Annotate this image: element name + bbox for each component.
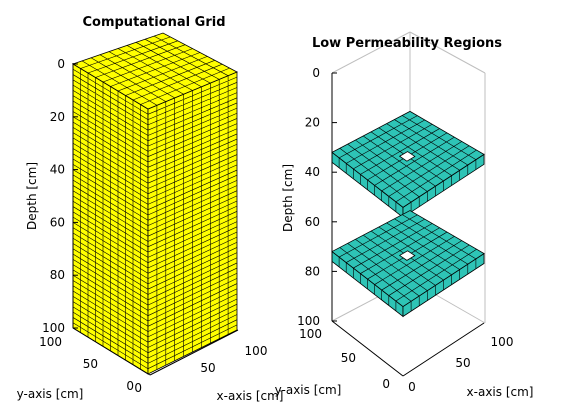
right-plot-title: Low Permeability Regions (312, 36, 502, 51)
right-z-tick-label: 100 (297, 314, 320, 328)
left-x-tick-label: 0 (134, 381, 142, 395)
low-permeability-plot: Low Permeability Regions Depth [cm] y-ax… (275, 31, 534, 399)
low-permeability-slabs (331, 110, 485, 318)
slab-front-left-face-cell-lines (338, 157, 397, 212)
right-y-tick-label: 100 (299, 327, 322, 341)
slab-hole (398, 151, 416, 162)
right-x-tick-label: 100 (491, 335, 514, 349)
grid-right-face-cell-lines (147, 75, 238, 370)
slab-hole (398, 250, 416, 261)
right-y-axis-line (331, 320, 404, 377)
right-x-tick-label: 0 (408, 380, 416, 394)
grid-top-face (72, 32, 238, 110)
left-x-tick-label: 100 (245, 344, 268, 358)
left-z-tick-label: 60 (50, 215, 65, 229)
grid-block (72, 32, 238, 375)
left-z-tick-label: 100 (42, 321, 65, 335)
left-axes (72, 63, 239, 376)
left-x-axis-label: x-axis [cm] (217, 389, 284, 403)
low-permeability-layer (331, 110, 485, 219)
left-x-tick-label: 50 (200, 361, 215, 375)
slab-front-left-face-cell-lines (338, 257, 397, 311)
right-z-tick-label: 40 (305, 165, 320, 179)
axes-box-edge (409, 31, 486, 74)
grid-top-face-surface (72, 32, 238, 110)
left-y-tick-label: 0 (126, 379, 134, 393)
left-y-tick-label: 100 (39, 335, 62, 349)
right-y-tick-label: 0 (382, 377, 390, 391)
left-depth-label: Depth [cm] (25, 162, 39, 230)
axes-box-edge (331, 31, 411, 74)
right-depth-label: Depth [cm] (281, 164, 295, 232)
left-y-tick-label: 50 (83, 357, 98, 371)
right-z-tick-label: 60 (305, 215, 320, 229)
grid-left-face-cell-lines (72, 68, 149, 370)
slab-front-right-face-cell-lines (410, 258, 477, 312)
right-x-axis-label: x-axis [cm] (467, 385, 534, 399)
slab-front-right-face-cell-lines (410, 159, 477, 212)
right-x-tick-label: 50 (455, 356, 470, 370)
right-y-tick-label: 50 (341, 351, 356, 365)
right-z-tick-label: 0 (312, 66, 320, 80)
left-z-tick-label: 0 (57, 57, 65, 71)
x-axis-line (149, 329, 239, 376)
low-permeability-layer (331, 210, 485, 318)
left-z-tick-label: 80 (50, 268, 65, 282)
left-z-tick-label: 40 (50, 163, 65, 177)
right-z-tick-label: 20 (305, 116, 320, 130)
left-plot-title: Computational Grid (82, 15, 225, 30)
right-axes (331, 73, 485, 377)
grid-right-face (147, 71, 238, 375)
left-z-tick-label: 20 (50, 110, 65, 124)
right-y-axis-label: y-axis [cm] (275, 383, 342, 397)
computational-grid-plot: Computational Grid Depth [cm] y-axis [cm… (17, 15, 284, 403)
grid-top-face-cell-lines (80, 35, 230, 106)
y-axis-line (72, 327, 151, 376)
left-y-axis-label: y-axis [cm] (17, 387, 84, 401)
grid-left-face (72, 63, 149, 375)
right-z-tick-label: 80 (305, 264, 320, 278)
right-x-axis-line (402, 322, 485, 377)
